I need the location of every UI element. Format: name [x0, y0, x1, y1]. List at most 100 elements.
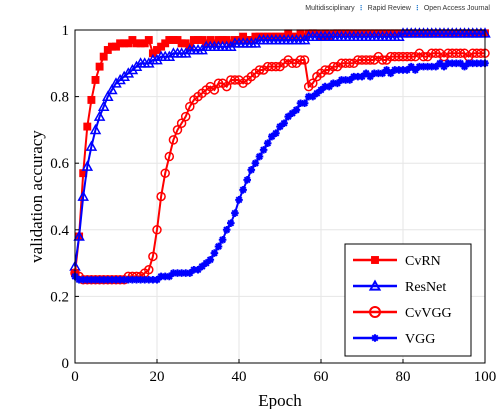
y-tick-label: 0.4	[50, 223, 69, 239]
data-point	[210, 249, 219, 257]
data-point	[161, 272, 169, 281]
data-point	[287, 58, 298, 69]
legend-item: CvVGG	[353, 306, 452, 321]
data-point	[419, 62, 428, 71]
data-point	[157, 272, 165, 281]
data-point	[259, 146, 268, 154]
data-point	[77, 190, 89, 201]
data-point	[152, 225, 162, 235]
x-tick-label: 80	[396, 369, 411, 385]
data-point	[263, 139, 272, 148]
header-item: Multidisciplinary	[305, 5, 355, 12]
plot-frame	[74, 29, 486, 364]
data-point	[97, 100, 110, 111]
data-point	[308, 78, 318, 89]
data-point	[423, 62, 432, 71]
header-separator: ⋮	[357, 5, 365, 12]
data-point	[164, 151, 175, 162]
header-separator: ⋮	[413, 5, 421, 12]
data-point	[112, 275, 120, 284]
data-point	[120, 275, 128, 284]
data-point	[344, 58, 355, 69]
data-point	[128, 275, 137, 284]
axes	[74, 29, 486, 364]
data-point	[231, 209, 239, 217]
data-point	[214, 242, 223, 251]
data-point	[300, 99, 309, 108]
data-point	[185, 101, 195, 112]
data-point	[202, 259, 210, 267]
data-point	[473, 59, 481, 68]
data-point	[91, 76, 100, 84]
data-point	[280, 119, 288, 128]
data-point	[173, 269, 182, 277]
data-point	[180, 111, 191, 122]
y-axis-label: validation accuracy	[27, 130, 46, 263]
data-point	[288, 109, 297, 118]
data-point	[284, 112, 292, 121]
data-point	[213, 78, 224, 89]
data-point	[411, 66, 420, 74]
legend-label: CvRN	[405, 254, 441, 269]
data-point	[169, 269, 178, 277]
data-point	[321, 82, 329, 91]
data-point	[95, 275, 104, 284]
data-point	[378, 69, 387, 78]
data-point	[149, 275, 157, 284]
data-point	[172, 125, 183, 135]
x-tick-label: 40	[232, 369, 247, 385]
data-point	[221, 81, 232, 92]
data-point	[144, 36, 153, 44]
data-point	[209, 85, 220, 95]
data-point	[427, 62, 436, 71]
data-point	[341, 76, 350, 84]
data-point	[222, 226, 231, 234]
data-point	[350, 72, 358, 81]
data-point	[243, 176, 251, 184]
data-point	[99, 275, 108, 284]
data-point	[403, 66, 411, 74]
data-point	[91, 275, 100, 284]
data-point	[370, 69, 379, 78]
legend-marker	[368, 279, 382, 291]
data-point	[81, 160, 94, 171]
data-point	[325, 82, 333, 91]
data-point	[328, 61, 339, 72]
data-point	[362, 69, 370, 78]
data-point	[460, 62, 469, 71]
data-point	[124, 275, 133, 284]
data-point	[160, 168, 170, 178]
tick-labels: 0 20 40 60 80 100 0 0.2 0.4 0.6 0.8 1	[50, 23, 496, 385]
data-point	[153, 275, 161, 284]
data-point	[299, 55, 310, 65]
data-point	[386, 69, 395, 78]
y-tick-label: 0.6	[50, 156, 69, 172]
data-point	[254, 65, 265, 75]
data-point	[239, 186, 247, 194]
series-resnet	[69, 27, 491, 271]
legend-label: VGG	[405, 332, 435, 347]
data-point	[382, 66, 391, 74]
data-point	[181, 269, 190, 277]
data-point	[354, 72, 362, 81]
data-point	[468, 59, 477, 68]
legend: CvRN ResNet CvVGG VGG	[344, 243, 472, 357]
legend-label: CvVGG	[405, 306, 452, 321]
y-tick-label: 1	[62, 23, 70, 39]
data-point	[108, 275, 116, 284]
data-point	[455, 48, 466, 59]
data-point	[99, 52, 108, 61]
data-point	[87, 95, 96, 104]
data-point	[272, 129, 280, 138]
header-item: Rapid Review	[367, 5, 411, 12]
legend-marker	[371, 334, 379, 342]
data-point	[227, 219, 235, 227]
data-point	[89, 123, 102, 135]
data-point	[418, 51, 429, 62]
data-point	[276, 122, 284, 131]
data-point	[391, 66, 399, 74]
data-point	[145, 275, 153, 284]
series-layer	[69, 27, 491, 285]
data-point	[456, 59, 465, 68]
